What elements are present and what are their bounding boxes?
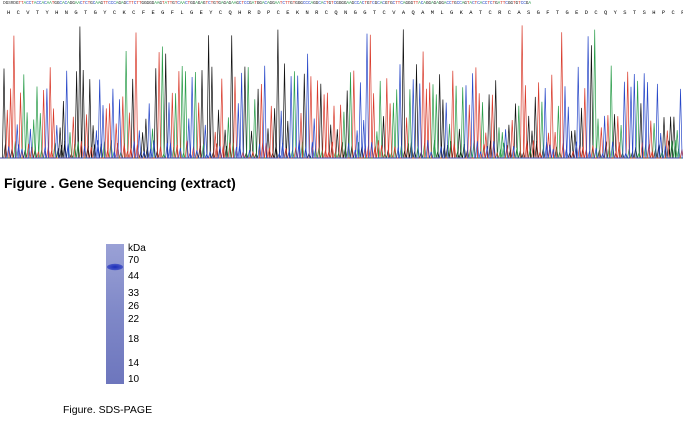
marker-label: 70 [128, 255, 140, 266]
sequencing-chromatogram [0, 25, 683, 159]
trace-C [0, 33, 683, 159]
marker-label: 44 [128, 271, 140, 282]
kda-unit-label: kDa [128, 243, 146, 254]
figure-caption-sds-page: Figure. SDS-PAGE [63, 404, 153, 416]
marker-label: 18 [128, 334, 140, 345]
marker-label: 33 [128, 288, 140, 299]
marker-label: 14 [128, 358, 140, 369]
sds-page-gel [106, 244, 124, 384]
marker-label: 10 [128, 374, 140, 385]
figure-caption-sequencing: Figure . Gene Sequencing (extract) [4, 175, 236, 191]
protein-band [107, 263, 123, 271]
marker-label: 26 [128, 301, 140, 312]
dna-sequence: DGSRDGTTACCTACCACAATGGCACAGGAACTCTGCAAGT… [3, 1, 531, 6]
gel-lane [106, 244, 124, 384]
protein-sequence: H C V T Y H N G T G Y C K C F E G F L G … [7, 10, 683, 16]
marker-label: 22 [128, 314, 140, 325]
